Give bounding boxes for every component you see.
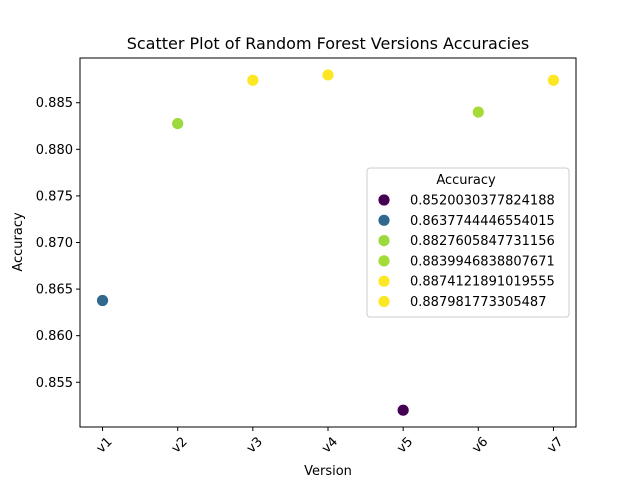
legend-marker — [377, 193, 391, 207]
y-tick-label: 0.865 — [36, 283, 73, 298]
data-point-v6 — [471, 105, 485, 119]
y-tick-label: 0.875 — [36, 189, 73, 204]
y-tick-label: 0.880 — [36, 143, 73, 158]
legend-label: 0.8839946838807671 — [410, 254, 555, 269]
legend-marker — [377, 213, 391, 227]
data-point-v4 — [321, 68, 335, 82]
legend-frame — [366, 167, 570, 318]
y-axis-label: Accuracy — [11, 212, 26, 272]
y-tick-label: 0.855 — [36, 376, 73, 391]
data-points — [96, 68, 560, 417]
data-point-v2 — [171, 117, 185, 130]
legend-title: Accuracy — [436, 173, 496, 188]
plot-frame — [79, 57, 577, 428]
legend-marker — [377, 295, 391, 308]
data-point-v1 — [96, 294, 109, 307]
y-axis: 0.855 0.860 0.865 0.870 0.875 0.880 0.885 — [36, 96, 80, 391]
legend: Accuracy 0.8520030377824188 0.86377444465… — [366, 167, 570, 318]
y-tick-label: 0.860 — [36, 329, 73, 344]
data-point-v3 — [246, 73, 260, 87]
chart-title: Scatter Plot of Random Forest Versions A… — [127, 34, 530, 53]
legend-label: 0.8827605847731156 — [410, 234, 555, 249]
data-point-v7 — [547, 73, 560, 87]
y-tick-label: 0.885 — [36, 96, 73, 111]
data-point-v5 — [396, 403, 410, 417]
legend-entries: 0.8520030377824188 0.8637744446554015 0.88… — [377, 193, 555, 310]
legend-label: 0.887981773305487 — [410, 295, 546, 310]
legend-marker — [377, 234, 391, 248]
legend-label: 0.8520030377824188 — [410, 194, 555, 209]
legend-marker — [377, 254, 391, 268]
legend-marker — [377, 274, 391, 288]
legend-label: 0.8874121891019555 — [410, 275, 555, 290]
legend-label: 0.8637744446554015 — [410, 214, 555, 229]
x-axis-label: Version — [304, 464, 352, 479]
y-tick-label: 0.870 — [36, 236, 73, 251]
